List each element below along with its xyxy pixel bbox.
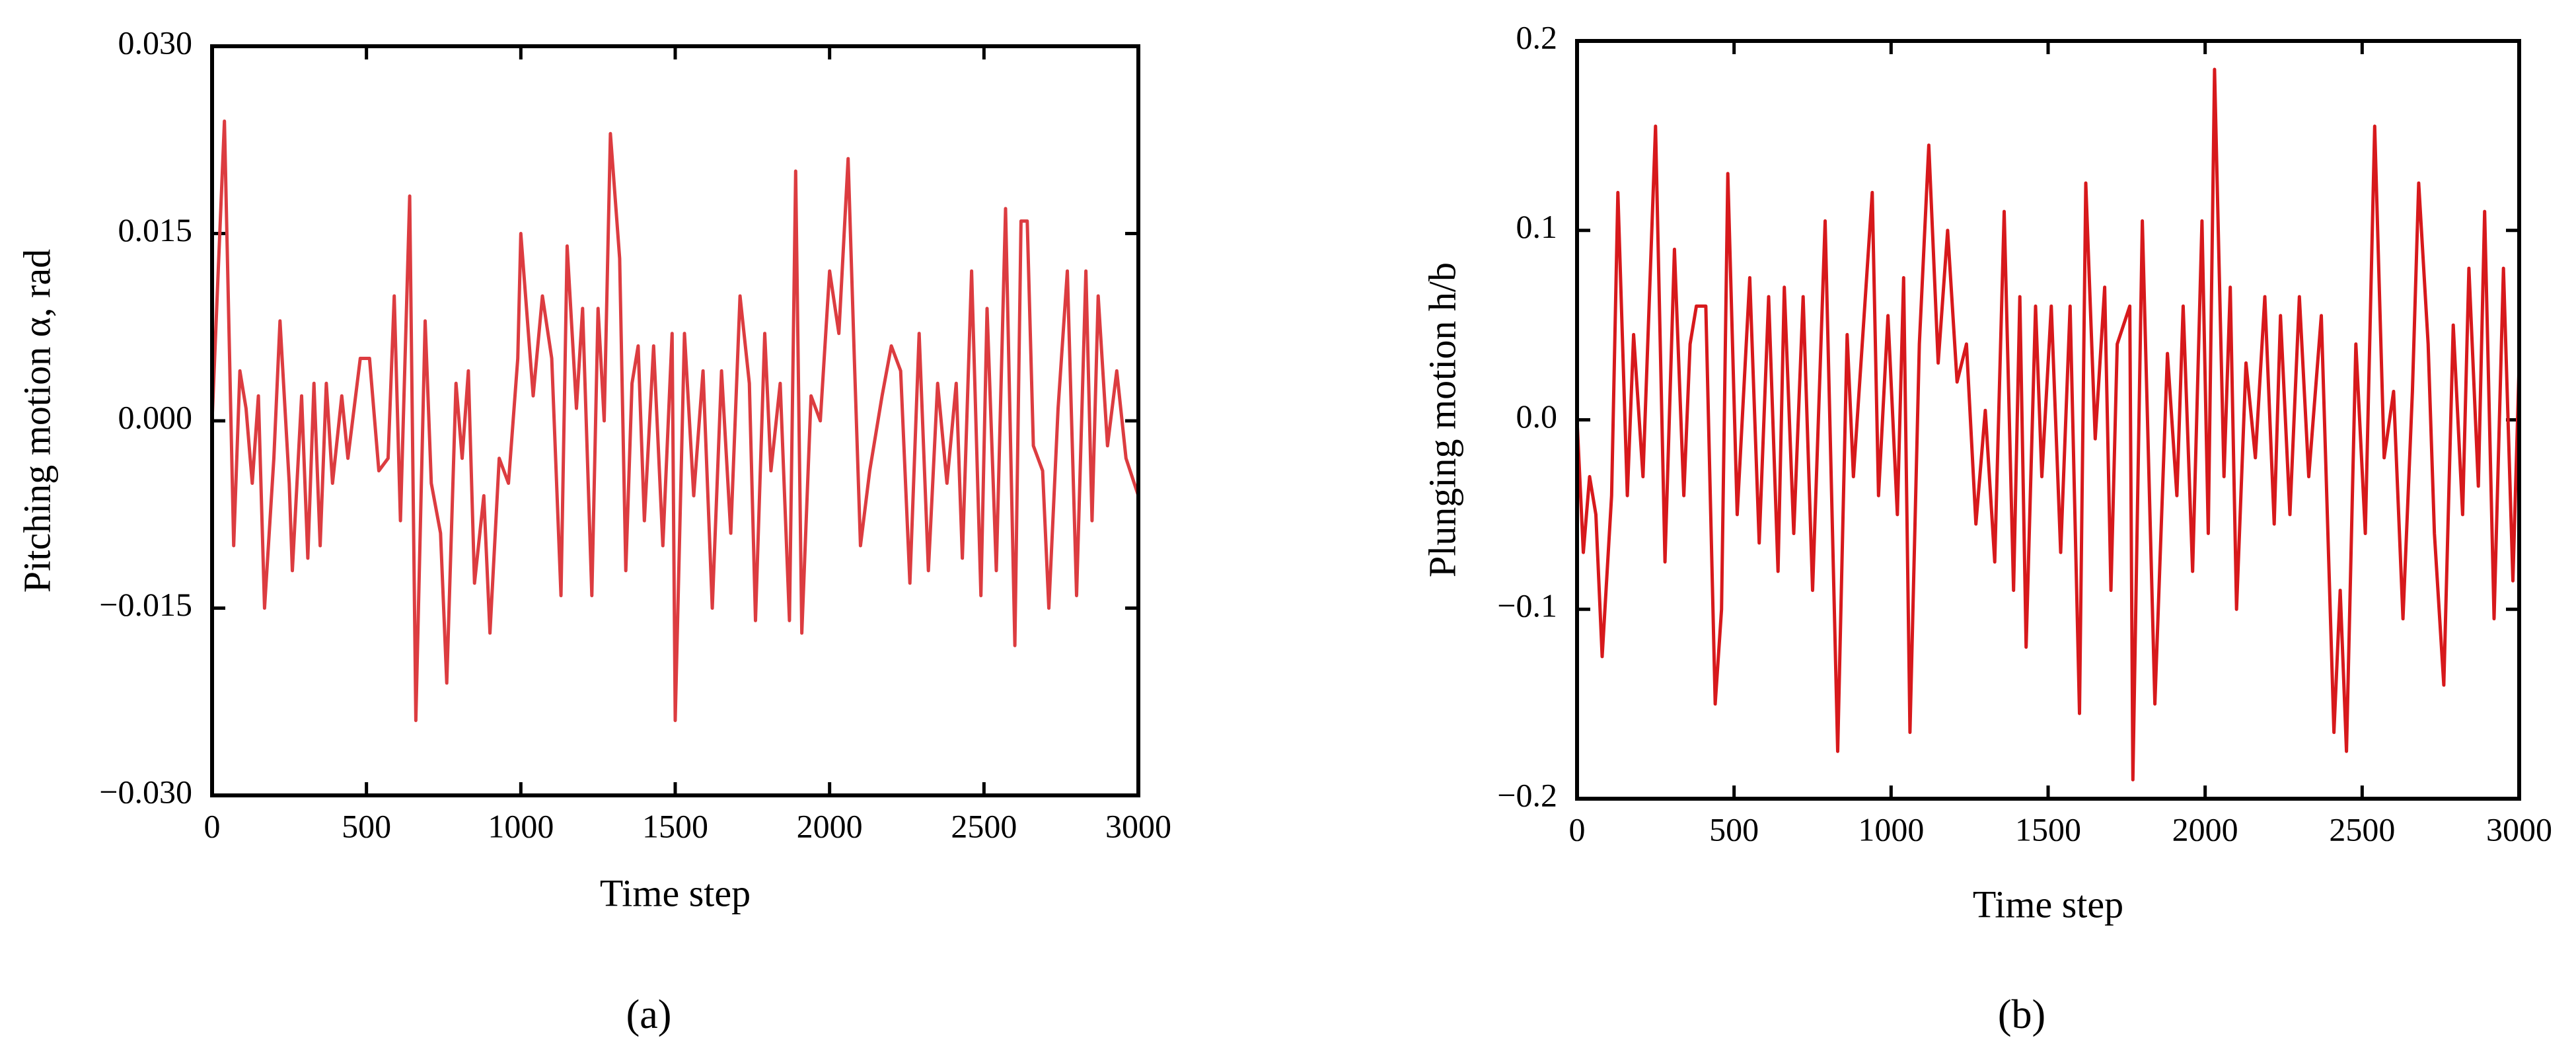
y-axis-label: Pitching motion α, rad [15,249,58,593]
y-axis-label: Plunging motion h/b [1420,262,1463,577]
x-tick-label: 2000 [797,807,863,844]
x-tick-label: 1000 [488,807,554,844]
x-tick-label: 2500 [2329,811,2395,848]
caption: (b) [1998,992,2045,1037]
x-axis-label: Time step [600,871,751,914]
y-tick-label: 0.030 [118,24,193,61]
x-tick-label: 3000 [2486,811,2552,848]
x-tick-label: 0 [1569,811,1586,848]
x-tick-label: 500 [1709,811,1759,848]
x-tick-label: 1500 [642,807,708,844]
x-tick-label: 2000 [2172,811,2238,848]
x-tick-label: 3000 [1105,807,1171,844]
y-tick-label: −0.030 [99,773,192,810]
y-tick-label: 0.2 [1516,18,1558,55]
y-tick-label: 0.000 [118,398,193,435]
x-tick-label: 0 [204,807,221,844]
plot-frame [210,44,1140,797]
y-tick-label: −0.015 [99,586,192,623]
x-tick-label: 1500 [2015,811,2081,848]
caption: (a) [626,992,672,1037]
y-tick-label: −0.1 [1497,587,1557,624]
x-axis-label: Time step [1973,883,2123,926]
y-tick-label: 0.1 [1516,208,1558,245]
data-line [1575,67,2521,782]
y-tick-label: −0.2 [1497,776,1557,813]
x-tick-label: 2500 [951,807,1017,844]
x-tick-label: 500 [342,807,391,844]
y-tick-label: 0.015 [118,211,193,248]
x-tick-label: 1000 [1858,811,1924,848]
y-tick-label: 0.0 [1516,398,1558,435]
plot-frame [1575,39,2521,801]
data-line [210,119,1140,723]
